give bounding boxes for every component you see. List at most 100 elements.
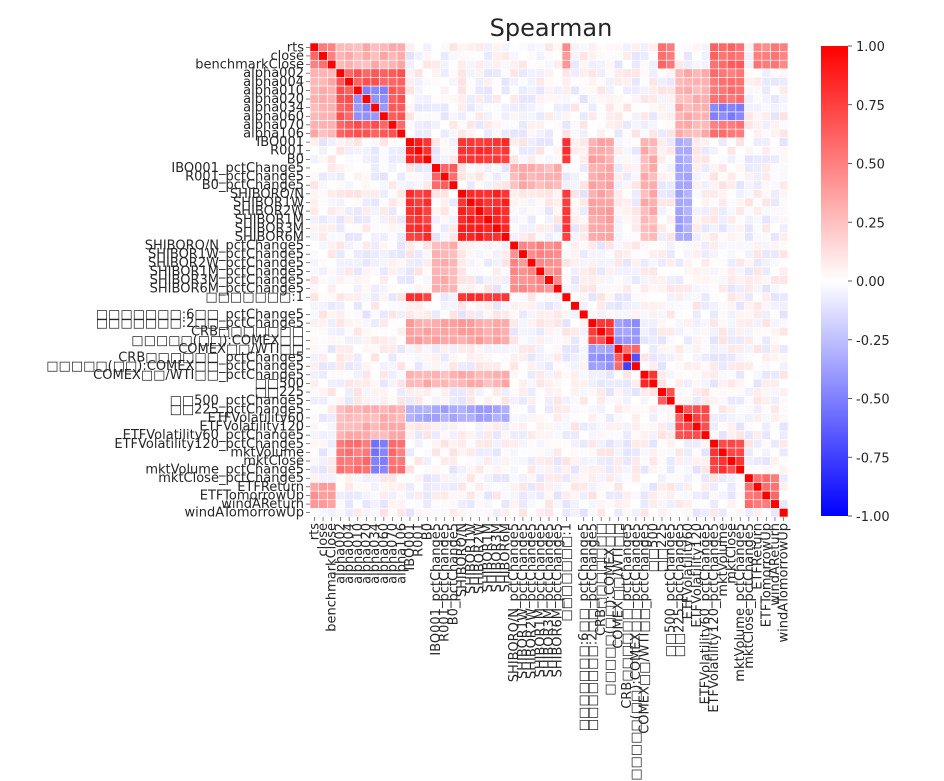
heatmap-cell xyxy=(587,215,598,225)
heatmap-cell xyxy=(596,361,606,371)
heatmap-cell xyxy=(718,163,728,173)
heatmap-cell xyxy=(509,499,519,509)
heatmap-cell xyxy=(387,266,398,276)
heatmap-cell xyxy=(683,327,693,337)
heatmap-cell xyxy=(327,473,337,483)
heatmap-cell xyxy=(683,456,693,466)
heatmap-cell xyxy=(579,404,589,414)
heatmap-cell xyxy=(509,378,519,389)
heatmap-cell xyxy=(709,284,719,294)
heatmap-cell xyxy=(370,68,380,78)
heatmap-cell xyxy=(318,335,328,345)
heatmap-cell xyxy=(474,344,485,354)
heatmap-cell xyxy=(752,249,763,259)
heatmap-cell xyxy=(413,292,424,302)
heatmap-cell xyxy=(413,223,424,233)
heatmap-cell xyxy=(674,301,685,311)
x-tick-label: alpha106 xyxy=(394,523,409,584)
heatmap-cell xyxy=(561,482,572,492)
heatmap-cell xyxy=(309,456,319,466)
heatmap-cell xyxy=(466,240,476,251)
heatmap-cell xyxy=(500,275,511,285)
heatmap-cell xyxy=(422,94,432,104)
heatmap-cell xyxy=(309,292,319,302)
y-tick-label: SHIBOR6M_pctChange5 xyxy=(150,282,304,297)
heatmap-cell xyxy=(413,499,424,509)
heatmap-cell xyxy=(466,361,476,371)
heatmap-cell xyxy=(413,370,424,380)
heatmap-cell xyxy=(726,163,737,173)
heatmap-cell xyxy=(396,163,406,173)
y-tick-label: SHIBOR2W_pctChange5 xyxy=(148,256,304,271)
heatmap-cell xyxy=(361,189,372,199)
heatmap-cell xyxy=(413,68,424,78)
x-tick-label: □□□□□□□:6□□_pctChange5 xyxy=(577,523,592,731)
heatmap-cell xyxy=(770,344,780,354)
heatmap-cell xyxy=(353,249,363,259)
heatmap-cell xyxy=(387,508,398,518)
heatmap-cell xyxy=(431,309,441,320)
heatmap-cell xyxy=(535,249,545,259)
heatmap-cell xyxy=(353,508,363,518)
heatmap-cell xyxy=(535,275,545,285)
heatmap-cell xyxy=(344,473,354,483)
heatmap-cell xyxy=(561,111,572,121)
heatmap-cell xyxy=(544,490,554,501)
heatmap-cell xyxy=(666,146,676,156)
heatmap-cell xyxy=(596,128,606,139)
heatmap-cell xyxy=(674,240,685,251)
x-tick-label: ETFVolatility60 xyxy=(681,523,696,619)
heatmap-cell xyxy=(413,447,424,457)
y-tick-label: ETFVolatility60 xyxy=(208,411,304,426)
heatmap-cell xyxy=(431,249,441,259)
heatmap-cell xyxy=(605,482,615,492)
heatmap-cell xyxy=(353,266,363,276)
heatmap-cell xyxy=(648,171,658,182)
heatmap-cell xyxy=(509,292,519,302)
heatmap-cell xyxy=(544,430,554,440)
heatmap-cell xyxy=(440,352,450,363)
heatmap-cell xyxy=(726,240,737,251)
heatmap-cell xyxy=(448,387,459,397)
heatmap-cell xyxy=(579,335,589,345)
heatmap-cell xyxy=(335,266,346,276)
heatmap-cell xyxy=(466,180,476,190)
heatmap-cell xyxy=(431,464,441,475)
heatmap-cell xyxy=(657,51,667,61)
heatmap-cell xyxy=(726,59,737,70)
heatmap-cell xyxy=(379,309,389,320)
heatmap-cell xyxy=(309,232,319,242)
heatmap-cell xyxy=(405,344,415,354)
heatmap-cell xyxy=(631,482,641,492)
heatmap-cell xyxy=(327,508,337,518)
heatmap-cell xyxy=(726,404,737,414)
heatmap-cell xyxy=(761,146,771,156)
heatmap-cell xyxy=(509,266,519,276)
heatmap-cell xyxy=(605,318,615,328)
heatmap-cell xyxy=(579,266,589,276)
heatmap-cell xyxy=(718,103,728,113)
heatmap-cell xyxy=(344,154,354,164)
heatmap-cell xyxy=(674,232,685,242)
heatmap-cell xyxy=(361,499,372,509)
y-tick-label: CRB□□□□□□□ xyxy=(191,325,304,340)
heatmap-cell xyxy=(379,85,389,96)
heatmap-cell xyxy=(518,94,528,104)
heatmap-cell xyxy=(544,146,554,156)
heatmap-cell xyxy=(422,292,432,302)
heatmap-cell xyxy=(752,327,763,337)
heatmap-cell xyxy=(509,77,519,87)
heatmap-cell xyxy=(379,137,389,147)
heatmap-cell xyxy=(353,180,363,190)
heatmap-cell xyxy=(457,103,467,113)
heatmap-cell xyxy=(440,59,450,70)
heatmap-cell xyxy=(509,387,519,397)
heatmap-cell xyxy=(570,249,580,259)
heatmap-cell xyxy=(413,146,424,156)
heatmap-cell xyxy=(622,103,632,113)
heatmap-cell xyxy=(448,275,459,285)
heatmap-cell xyxy=(683,301,693,311)
heatmap-cell xyxy=(744,258,754,268)
x-tick-label: CRB□□□□□□□ xyxy=(594,523,609,636)
heatmap-cell xyxy=(744,146,754,156)
